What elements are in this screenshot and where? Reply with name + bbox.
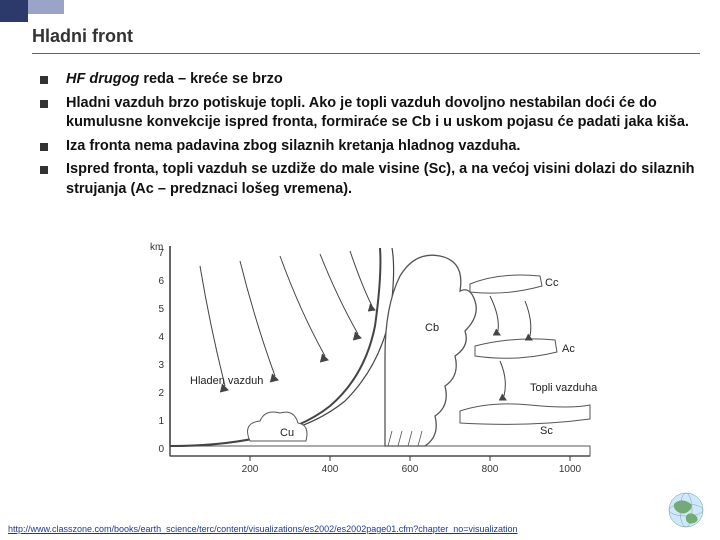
bullet-item: Ispred fronta, topli vazduh se uzdiže do… [40, 160, 696, 199]
slide-title-row: Hladni front [32, 26, 700, 54]
bullet-marker-icon [40, 166, 48, 174]
y-tick: 6 [158, 276, 164, 287]
bullet-list: HF drugog reda – kreće se brzo Hladni va… [40, 70, 696, 199]
y-tick: 3 [158, 360, 164, 371]
x-tick: 200 [242, 464, 259, 475]
bullet-text: HF drugog reda – kreće se brzo [66, 70, 283, 90]
bullet-marker-icon [40, 100, 48, 108]
label-cb: Cb [425, 322, 439, 334]
y-tick: 0 [158, 444, 164, 455]
diagram-svg: 7 6 5 4 3 2 1 0 km 200 400 600 800 1000 [130, 236, 610, 492]
label-warm-air: Topli vazduha [530, 382, 598, 394]
content-area: HF drugog reda – kreće se brzo Hladni va… [40, 70, 696, 203]
x-tick: 400 [322, 464, 339, 475]
y-tick: 2 [158, 388, 164, 399]
label-cold-air: Hladen vazduh [190, 375, 263, 387]
bullet-text: Ispred fronta, topli vazduh se uzdiže do… [66, 160, 696, 199]
cold-front-diagram: 7 6 5 4 3 2 1 0 km 200 400 600 800 1000 [130, 236, 610, 492]
label-sc: Sc [540, 425, 553, 437]
bullet-item: HF drugog reda – kreće se brzo [40, 70, 696, 90]
x-tick: 800 [482, 464, 499, 475]
y-tick: 5 [158, 304, 164, 315]
bullet-marker-icon [40, 76, 48, 84]
x-tick: 1000 [559, 464, 582, 475]
bullet-text: Hladni vazduh brzo potiskuje topli. Ako … [66, 94, 696, 133]
slide-title: Hladni front [32, 26, 700, 47]
y-tick: 4 [158, 332, 164, 343]
label-ac: Ac [562, 343, 575, 355]
globe-icon [666, 490, 706, 530]
bullet-item: Iza fronta nema padavina zbog silaznih k… [40, 137, 696, 157]
source-link[interactable]: http://www.classzone.com/books/earth_sci… [8, 524, 518, 534]
x-tick: 600 [402, 464, 419, 475]
bullet-marker-icon [40, 143, 48, 151]
bullet-text: Iza fronta nema padavina zbog silaznih k… [66, 137, 520, 157]
header-accent [0, 0, 120, 22]
bullet-item: Hladni vazduh brzo potiskuje topli. Ako … [40, 94, 696, 133]
y-axis-label: km [150, 242, 163, 253]
label-cu: Cu [280, 427, 294, 439]
label-cc: Cc [545, 277, 559, 289]
y-tick: 1 [158, 416, 164, 427]
